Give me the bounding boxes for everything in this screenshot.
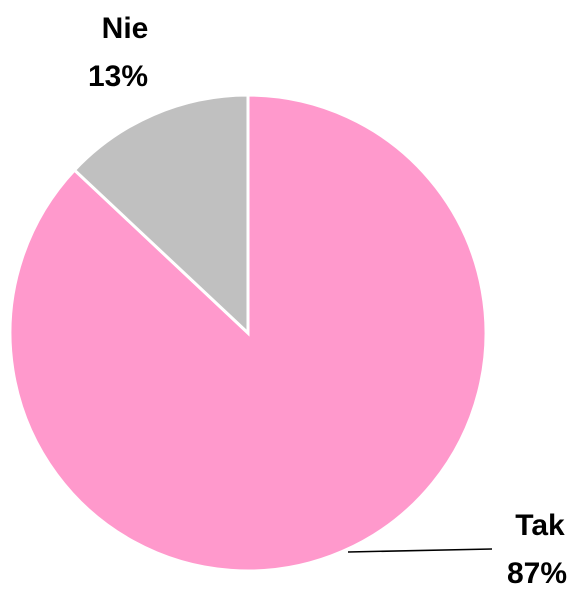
pie-slice xyxy=(72,93,250,337)
slice-value-label: 87% xyxy=(507,557,567,589)
leader-line xyxy=(347,548,493,553)
slice-label: Tak xyxy=(515,509,565,542)
slice-value-label: 13% xyxy=(88,60,148,93)
slice-label: Nie xyxy=(102,12,149,45)
pie-slice xyxy=(8,93,488,573)
